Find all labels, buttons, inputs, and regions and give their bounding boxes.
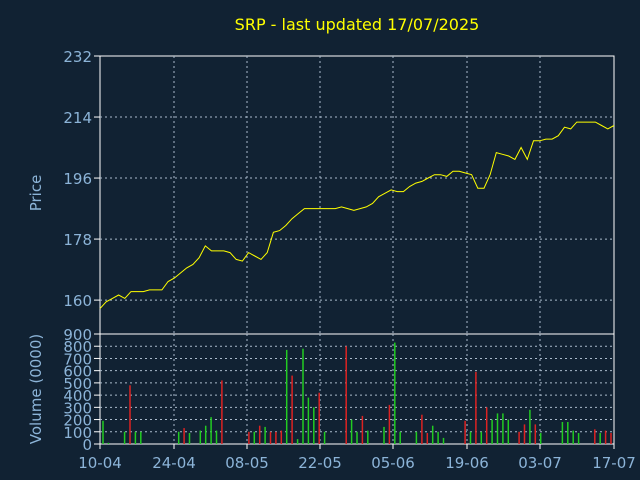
volume-tick-label: 300 <box>63 399 92 417</box>
price-y-axis: 160 178 196 214 232 <box>63 48 100 310</box>
price-axis-label: Price <box>27 175 45 212</box>
date-tick-label: 24-04 <box>152 454 196 472</box>
volume-tick-label: 0 <box>82 436 92 454</box>
date-tick-label: 17-07 <box>592 454 636 472</box>
volume-tick-label: 900 <box>63 326 92 344</box>
volume-tick-label: 100 <box>63 424 92 442</box>
price-tick-label: 196 <box>63 170 92 188</box>
date-tick-label: 22-05 <box>298 454 342 472</box>
date-tick-label: 19-06 <box>445 454 489 472</box>
volume-bars <box>102 342 612 444</box>
volume-grid <box>100 334 614 444</box>
price-tick-label: 178 <box>63 231 92 249</box>
price-tick-label: 214 <box>63 109 92 127</box>
price-line <box>99 121 615 309</box>
volume-tick-label: 700 <box>63 350 92 368</box>
price-panel: 160 178 196 214 232 Price <box>27 48 615 335</box>
date-tick-label: 10-04 <box>78 454 122 472</box>
chart-title: SRP - last updated 17/07/2025 <box>235 15 480 34</box>
volume-axis-label: Volume (0000) <box>27 334 45 444</box>
volume-tick-label: 500 <box>63 375 92 393</box>
volume-tick-label: 800 <box>63 338 92 356</box>
price-grid <box>100 56 614 334</box>
price-tick-label: 160 <box>63 292 92 310</box>
volume-tick-label: 400 <box>63 387 92 405</box>
date-tick-label: 03-07 <box>518 454 562 472</box>
date-tick-label: 05-06 <box>371 454 415 472</box>
price-tick-label: 232 <box>63 48 92 66</box>
date-axis: 10-04 24-04 08-05 22-05 05-06 19-06 03-07 17-07 <box>78 444 636 472</box>
volume-tick-label: 200 <box>63 412 92 430</box>
volume-tick-label: 600 <box>63 363 92 381</box>
date-tick-label: 08-05 <box>225 454 269 472</box>
